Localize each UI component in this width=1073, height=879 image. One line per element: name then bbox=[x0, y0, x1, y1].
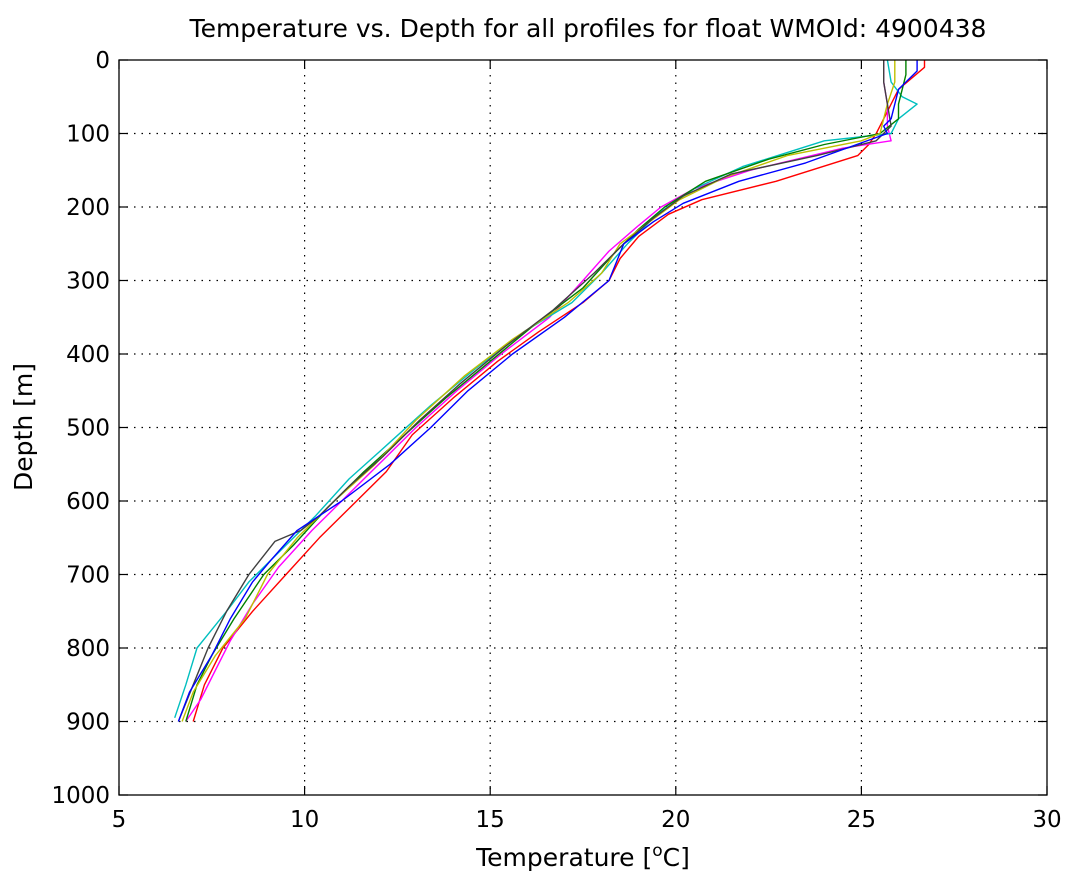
y-tick-label: 200 bbox=[66, 195, 110, 221]
x-axis-label-superscript: o bbox=[652, 841, 662, 861]
x-tick-labels: 5 10 15 20 25 30 bbox=[112, 807, 1062, 833]
y-tick-label: 400 bbox=[66, 342, 110, 368]
y-tick-label: 800 bbox=[66, 636, 110, 662]
gridlines bbox=[119, 60, 1047, 795]
profile-lines bbox=[174, 59, 926, 722]
y-tick-label: 700 bbox=[66, 563, 110, 589]
x-tick-label: 25 bbox=[847, 807, 876, 833]
x-tick-label: 10 bbox=[290, 807, 319, 833]
profile-line-5 bbox=[181, 60, 896, 722]
axis-ticks bbox=[118, 59, 1048, 796]
y-tick-label: 900 bbox=[66, 710, 110, 736]
profile-line-4 bbox=[185, 60, 907, 722]
y-tick-label: 500 bbox=[66, 416, 110, 442]
y-tick-label: 600 bbox=[66, 489, 110, 515]
y-tick-labels: 0 100 200 300 400 500 600 700 800 900 1000 bbox=[51, 48, 110, 809]
y-tick-label: 100 bbox=[66, 122, 110, 148]
chart-title: Temperature vs. Depth for all profiles f… bbox=[189, 14, 987, 43]
x-tick-label: 30 bbox=[1032, 807, 1061, 833]
y-tick-label: 1000 bbox=[51, 783, 110, 809]
x-tick-label: 20 bbox=[661, 807, 690, 833]
x-axis-label: Temperature [oC] bbox=[475, 841, 690, 872]
y-tick-label: 0 bbox=[95, 48, 110, 74]
x-tick-label: 15 bbox=[476, 807, 505, 833]
profile-line-7 bbox=[177, 60, 918, 722]
y-tick-label: 300 bbox=[66, 269, 110, 295]
x-axis-label-unit: C] bbox=[663, 843, 690, 872]
x-axis-label-main: Temperature [ bbox=[475, 843, 652, 872]
y-axis-label: Depth [m] bbox=[9, 363, 38, 491]
profile-line-6 bbox=[177, 60, 892, 722]
x-tick-label: 5 bbox=[112, 807, 127, 833]
